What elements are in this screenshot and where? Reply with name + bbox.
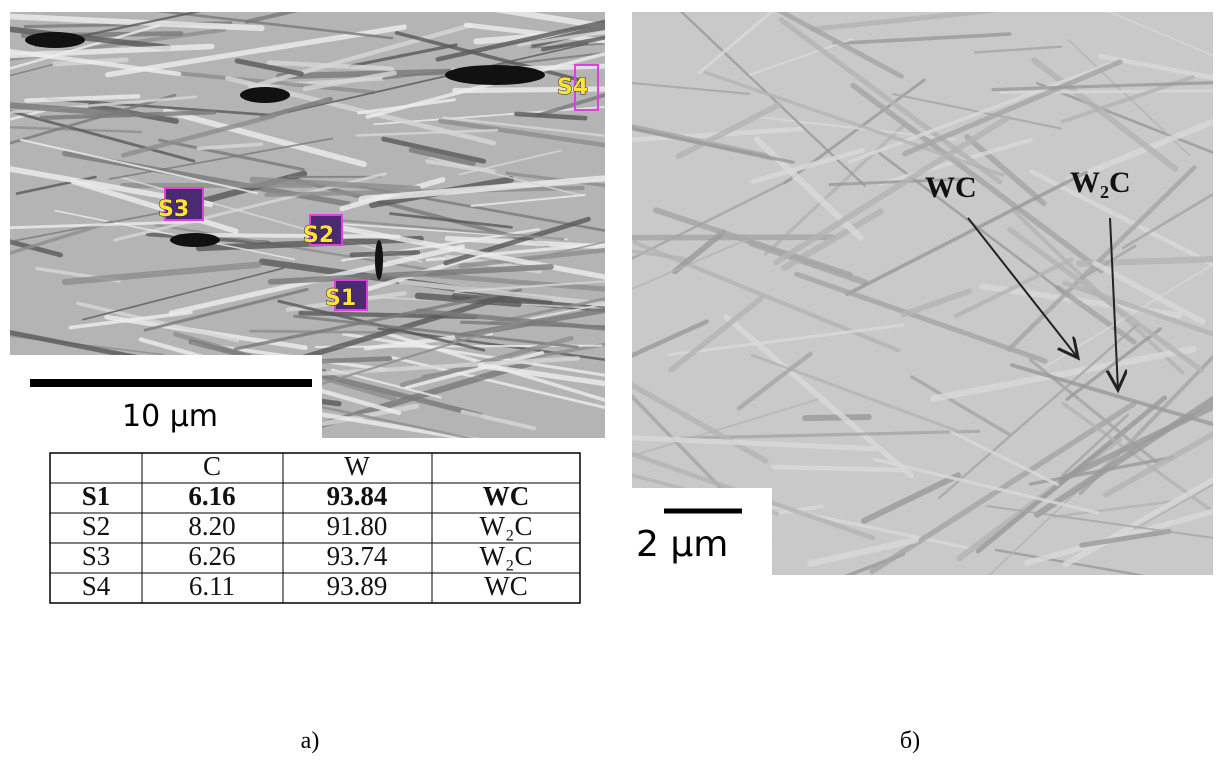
scale-label: 2 μm	[636, 524, 728, 565]
table-cell: W₂C	[480, 541, 533, 571]
texture-pore	[240, 87, 290, 103]
texture-pore	[375, 240, 383, 280]
spot-label: S3	[158, 197, 189, 222]
table-cell: 93.74	[327, 541, 388, 571]
spot-label: S2	[303, 223, 334, 248]
texture-stroke	[576, 237, 832, 238]
table-cell: S4	[82, 571, 111, 601]
table-cell: 93.89	[327, 571, 388, 601]
texture-stroke	[455, 89, 630, 91]
caption: б)	[900, 728, 920, 754]
texture-stroke	[352, 253, 418, 255]
table-cell: S2	[82, 511, 111, 541]
table-cell: 8.20	[188, 511, 235, 541]
composition-table: C W S1 6.16 93.84 WC S2 8.20 91.80 W₂C S3 6.26 93.…	[50, 451, 580, 603]
table-cell: 6.16	[188, 481, 235, 511]
table-cell: 6.11	[189, 571, 235, 601]
table-cell: W₂C	[480, 511, 533, 541]
table-cell: WC	[484, 571, 528, 601]
table-cell: S3	[82, 541, 111, 571]
table-cell: WC	[483, 481, 530, 511]
caption: а)	[301, 728, 320, 754]
texture-pore	[25, 32, 85, 48]
table-header: C	[203, 451, 221, 481]
phase-label: WC	[925, 171, 977, 204]
table-cell: 91.80	[327, 511, 388, 541]
texture-pore	[445, 65, 545, 85]
texture-pore	[170, 233, 220, 247]
texture-stroke	[185, 235, 399, 237]
table-cell: 6.26	[188, 541, 235, 571]
table-cell: S1	[82, 481, 111, 511]
spot-label: S4	[557, 75, 588, 100]
texture-stroke	[773, 467, 903, 470]
phase-label: W₂C	[1070, 166, 1131, 199]
spot-label: S1	[325, 286, 356, 311]
table-header: W	[344, 451, 370, 481]
figure: S4 S3 S2 S1 10 μm C W S1 6.16 93.84 WC S2 8.2…	[0, 0, 1221, 776]
texture-stroke	[805, 417, 869, 418]
table-cell: 93.84	[327, 481, 388, 511]
scale-label: 10 μm	[122, 399, 218, 434]
